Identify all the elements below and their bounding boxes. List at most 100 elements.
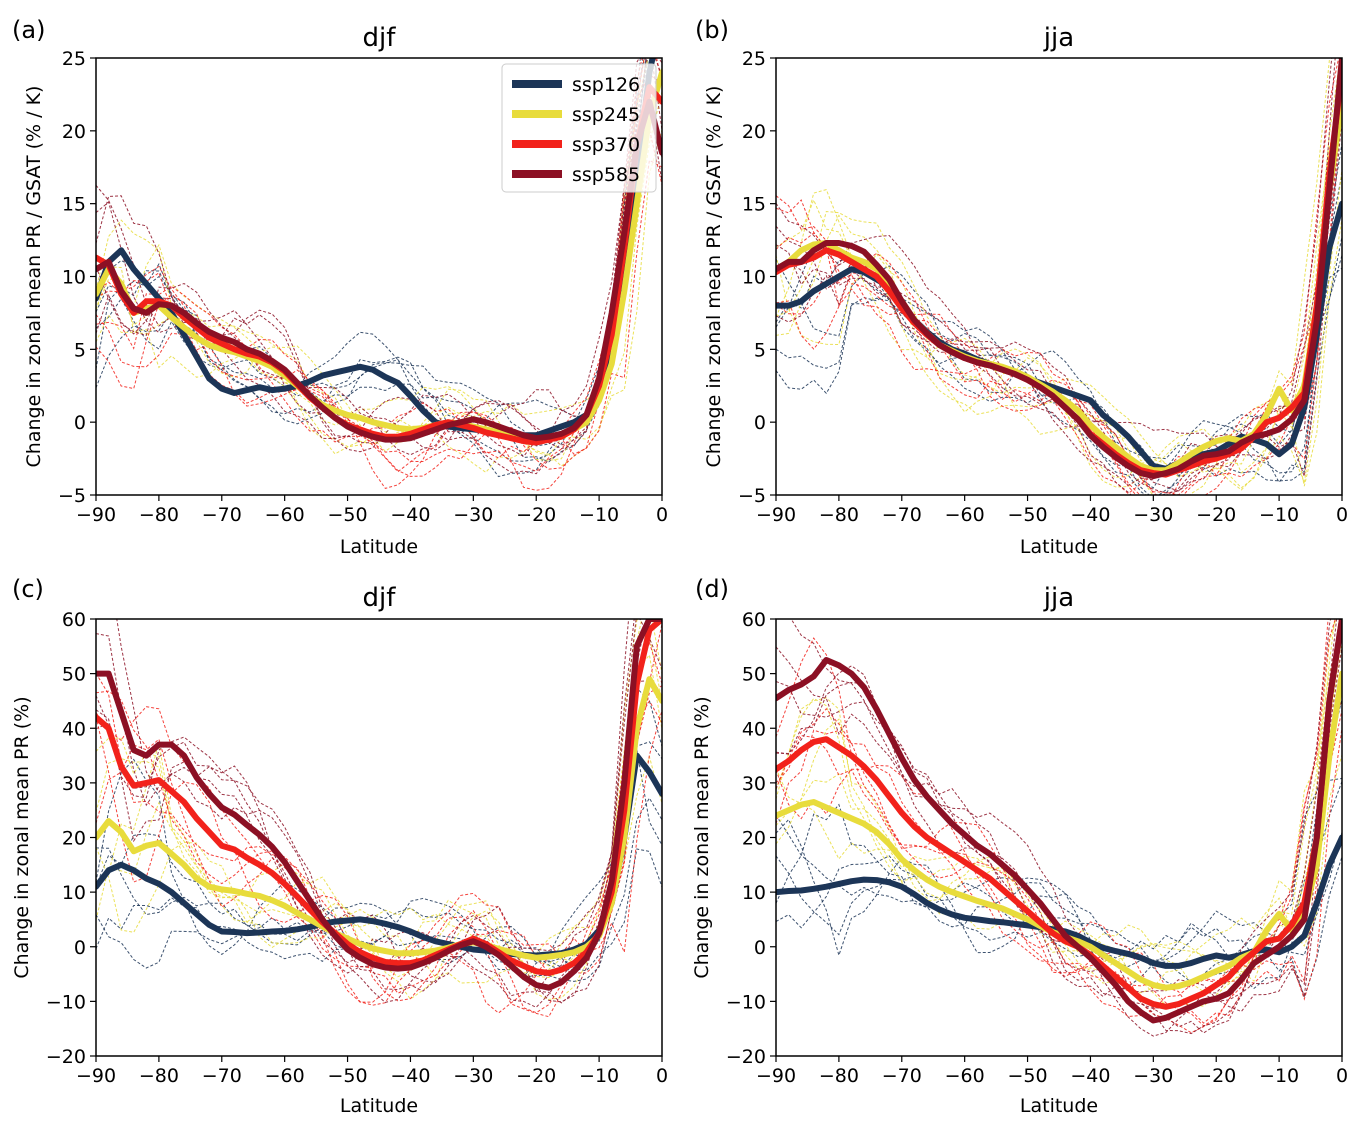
x-axis-label-d: Latitude	[1020, 1095, 1098, 1117]
y-axis-label-d: Change in zonal mean PR (%)	[691, 696, 713, 978]
series-line-ssp585-b	[776, 58, 1342, 480]
y-tick-label-d: 10	[742, 882, 766, 904]
y-tick-label-b: 15	[742, 194, 766, 216]
member-line-ssp585-c-2	[96, 619, 662, 997]
member-line-ssp370-c-5	[96, 710, 662, 1014]
member-line-ssp585-c-3	[96, 619, 635, 992]
legend-box	[501, 63, 657, 193]
y-tick-label-d: 30	[742, 773, 766, 795]
x-tick-label-b: −40	[1070, 504, 1110, 526]
member-line-ssp585-b-5	[776, 115, 1342, 492]
member-line-ssp245-a-1	[96, 58, 645, 457]
panel-a: (a) djf Change in zonal mean PR / GSAT (…	[12, 16, 668, 558]
series-line-ssp585-a	[96, 98, 662, 443]
y-tick-label-b: 25	[742, 48, 766, 70]
member-line-ssp370-b-5	[776, 58, 1340, 495]
x-tick-label-b: −80	[819, 504, 859, 526]
x-tick-label-c: −10	[579, 1065, 619, 1087]
panel-title-b: jja	[1043, 23, 1074, 53]
member-line-ssp126-d-1	[776, 855, 1342, 999]
series-line-ssp585-c	[96, 619, 662, 991]
member-line-ssp126-d-4	[776, 781, 1342, 983]
x-tick-label-d: −80	[819, 1065, 859, 1087]
x-tick-label-c: −30	[453, 1065, 493, 1087]
member-line-ssp126-d-5	[776, 698, 1342, 988]
panel-label-b: (b)	[695, 16, 729, 44]
member-line-ssp126-c-5	[96, 741, 662, 968]
y-tick-label-d: 0	[754, 937, 766, 959]
legend-label-ssp370: ssp370	[572, 134, 640, 156]
y-tick-label-b: 5	[754, 339, 766, 361]
member-line-ssp245-b-4	[776, 58, 1331, 478]
y-tick-label-b: 20	[742, 121, 766, 143]
x-tick-label-a: −70	[202, 504, 242, 526]
y-tick-label-a: 20	[62, 121, 86, 143]
member-line-ssp245-d-5	[776, 619, 1336, 982]
x-tick-label-b: −70	[882, 504, 922, 526]
x-tick-label-d: −40	[1070, 1065, 1110, 1087]
x-tick-label-a: −50	[328, 504, 368, 526]
member-line-ssp126-b-3	[776, 267, 1342, 495]
y-tick-label-b: −5	[738, 485, 766, 507]
y-tick-label-a: 15	[62, 194, 86, 216]
x-tick-label-a: −60	[265, 504, 305, 526]
y-axis-label-b: Change in zonal mean PR / GSAT (% / K)	[703, 86, 725, 468]
x-axis-label-a: Latitude	[340, 536, 418, 558]
x-tick-label-b: −60	[945, 504, 985, 526]
x-tick-label-c: 0	[656, 1065, 668, 1087]
series-line-ssp585-d	[776, 619, 1342, 1024]
y-tick-label-c: 40	[62, 718, 86, 740]
x-tick-label-d: −90	[756, 1065, 796, 1087]
member-line-ssp585-d-4	[776, 646, 1342, 1009]
member-line-ssp585-c-4	[96, 619, 647, 1004]
y-tick-label-d: 40	[742, 718, 766, 740]
member-line-ssp245-c-5	[96, 653, 662, 1001]
member-line-ssp245-d-3	[776, 619, 1337, 970]
legend-label-ssp585: ssp585	[572, 164, 640, 186]
series-lines-d	[776, 619, 1342, 1024]
y-tick-label-b: 0	[754, 412, 766, 434]
member-line-ssp585-d-1	[776, 619, 1338, 1013]
y-axis-label-c: Change in zonal mean PR (%)	[11, 696, 33, 978]
panel-title-a: djf	[363, 23, 397, 53]
series-lines-a	[96, 58, 662, 446]
y-tick-label-d: 20	[742, 828, 766, 850]
member-line-ssp585-d-3	[776, 665, 1342, 1034]
panel-title-c: djf	[363, 583, 397, 613]
member-line-ssp370-a-3	[96, 58, 645, 473]
y-tick-label-a: −5	[58, 485, 86, 507]
member-line-ssp126-c-3	[96, 687, 662, 971]
panel-b: (b) jja Change in zonal mean PR / GSAT (…	[695, 16, 1348, 558]
member-line-ssp585-d-2	[776, 620, 1342, 1035]
x-tick-label-c: −80	[139, 1065, 179, 1087]
y-tick-label-d: −20	[726, 1046, 766, 1068]
series-lines-c	[96, 619, 662, 991]
x-tick-label-a: −80	[139, 504, 179, 526]
member-line-ssp370-d-4	[776, 619, 1336, 1024]
y-tick-label-a: 5	[74, 339, 86, 361]
panel-title-d: jja	[1043, 583, 1074, 613]
x-tick-label-a: −20	[516, 504, 556, 526]
member-line-ssp370-a-2	[96, 127, 662, 491]
member-line-ssp370-c-1	[96, 640, 662, 1018]
member-line-ssp370-c-3	[96, 672, 662, 994]
y-tick-label-c: 30	[62, 773, 86, 795]
panel-label-d: (d)	[695, 575, 729, 603]
x-tick-label-d: −10	[1259, 1065, 1299, 1087]
series-lines-b	[776, 58, 1342, 480]
y-tick-label-c: 10	[62, 882, 86, 904]
legend-label-ssp245: ssp245	[572, 104, 640, 126]
x-tick-label-b: −50	[1008, 504, 1048, 526]
legend-label-ssp126: ssp126	[572, 74, 640, 96]
member-line-ssp245-b-2	[776, 188, 1342, 495]
x-tick-label-b: 0	[1336, 504, 1348, 526]
y-tick-label-c: 50	[62, 664, 86, 686]
x-tick-label-a: −40	[390, 504, 430, 526]
y-tick-label-a: 25	[62, 48, 86, 70]
member-line-ssp585-b-2	[776, 58, 1336, 460]
y-tick-label-b: 10	[742, 267, 766, 289]
